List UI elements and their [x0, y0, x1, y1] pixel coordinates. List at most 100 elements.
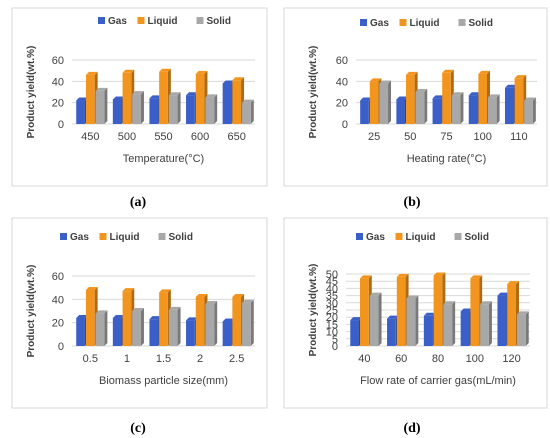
bar-top [524, 97, 536, 101]
bar-side [532, 97, 536, 124]
bar-side [525, 311, 529, 346]
x-axis-label: Flow rate of carrier gas(mL/min) [360, 375, 516, 387]
legend-swatch [454, 233, 462, 240]
bar-solid [516, 314, 526, 346]
bar-top [95, 87, 108, 91]
legend-label: Gas [366, 232, 385, 243]
x-axis-label: Biomass particle size(mm) [99, 375, 228, 387]
bar-top [387, 315, 399, 319]
legend-item-solid: Solid [158, 232, 193, 243]
y-tick-label: 50 [326, 269, 338, 281]
bar-top [480, 301, 492, 305]
bar-liquid [514, 78, 524, 124]
bar-liquid [159, 71, 168, 124]
bar-side [496, 94, 500, 124]
bar-side [250, 99, 254, 124]
legend-item-liquid: Liquid [137, 16, 178, 27]
bar-top [149, 95, 162, 99]
bar-solid [524, 100, 533, 124]
legend-item-liquid: Liquid [399, 18, 440, 29]
bar-gas [186, 320, 195, 346]
bar-side [140, 308, 144, 346]
bar-top [514, 75, 527, 79]
bar-liquid [396, 276, 406, 346]
bar-liquid [470, 278, 480, 346]
bar-side [378, 292, 382, 346]
bar-liquid [433, 275, 443, 346]
legend-label: Gas [70, 232, 89, 243]
bar-top [488, 94, 500, 98]
y-tick-label: 60 [336, 55, 348, 67]
bar-side [250, 299, 254, 346]
y-tick-label: 20 [336, 98, 348, 110]
x-axis-label: Temperature(°C) [123, 153, 204, 165]
bar-gas [468, 95, 478, 124]
legend-item-gas: Gas [356, 232, 385, 243]
y-tick-label: 60 [52, 55, 64, 67]
bar-top [470, 275, 483, 279]
bar-top [516, 311, 529, 315]
bar-top [205, 94, 218, 98]
bar-solid [480, 304, 489, 346]
bar-top [442, 69, 454, 73]
bar-solid [451, 95, 461, 124]
panel-letter: (a) [130, 195, 147, 210]
legend-item-liquid: Liquid [395, 232, 436, 243]
bar-gas [112, 99, 122, 124]
bar-top [406, 295, 419, 299]
legend-label: Liquid [110, 232, 140, 243]
x-tick-label: 450 [81, 131, 99, 143]
bar-top [360, 97, 372, 101]
y-tick-label: 40 [52, 76, 64, 88]
x-tick-label: 550 [154, 131, 172, 143]
bar-side [424, 89, 428, 124]
x-tick-label: 650 [228, 131, 246, 143]
bar-top [232, 294, 245, 297]
bar-solid [415, 92, 425, 124]
bar-top [159, 68, 171, 72]
bar-solid [242, 302, 251, 346]
y-tick-label: 20 [326, 312, 338, 324]
y-tick-label: 40 [336, 76, 348, 88]
legend-swatch [137, 17, 145, 24]
y-tick-label: 45 [326, 276, 338, 288]
y-tick-label: 5 [332, 334, 338, 346]
bar-gas [112, 318, 122, 346]
chart-panel-1: 0 20 40 60 450 500 550 600 650 Gas Liquid Solid Prod… [11, 7, 268, 187]
bar-side [104, 87, 108, 124]
legend-swatch [99, 233, 107, 240]
bar-top [415, 89, 428, 92]
legend-label: Solid [207, 16, 231, 27]
bar-top [159, 289, 171, 293]
bar-gas [360, 100, 369, 124]
bar-liquid [232, 297, 242, 346]
bar-top [242, 99, 254, 103]
x-tick-label: 2 [197, 353, 203, 365]
legend-item-gas: Gas [60, 232, 89, 243]
bar-top [507, 281, 519, 285]
y-tick-label: 20 [52, 98, 64, 110]
bar-liquid [360, 278, 369, 346]
chart-panel-2: 0 20 40 60 25 50 75 100 110 Gas Liquid Solid Product… [283, 7, 548, 187]
bar-solid [242, 102, 251, 124]
bar-gas [497, 295, 507, 346]
x-tick-label: 80 [432, 353, 444, 365]
bar-gas [222, 321, 232, 346]
bar-top [95, 310, 108, 314]
legend-swatch [399, 19, 407, 26]
bar-solid [168, 309, 178, 346]
bar-solid [95, 313, 105, 346]
bar-liquid [85, 74, 95, 124]
bar-liquid [478, 73, 488, 124]
bar-top [443, 301, 456, 305]
legend-swatch [395, 233, 403, 240]
bar-side [488, 301, 492, 346]
legend-label: Liquid [148, 16, 178, 27]
bar-gas [396, 99, 405, 124]
y-axis-label: Product yield(wt.%) [308, 46, 319, 139]
bar-top [186, 92, 198, 96]
legend-swatch [196, 17, 204, 24]
y-axis-label: Product yield(wt.%) [26, 46, 37, 139]
bar-solid [168, 95, 178, 124]
legend-label: Liquid [406, 232, 436, 243]
